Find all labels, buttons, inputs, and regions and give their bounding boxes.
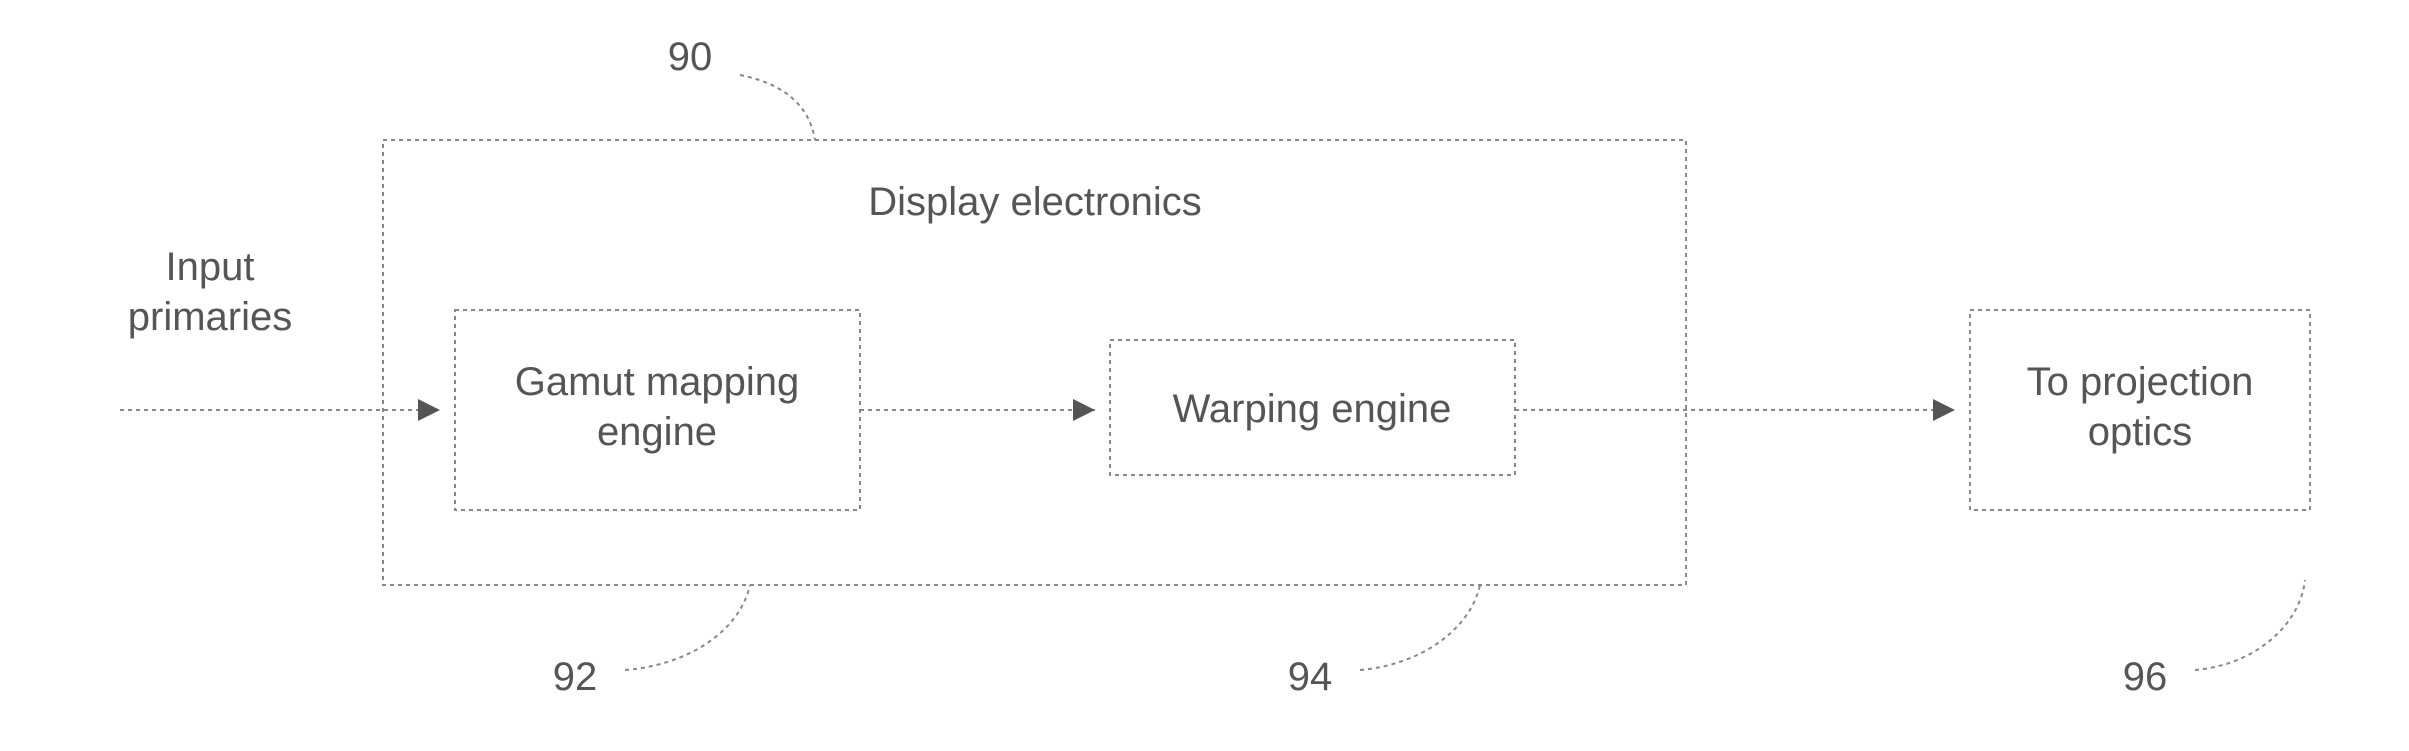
warping-engine-label: Warping engine (1173, 387, 1452, 431)
gamut-mapping-label: engine (597, 410, 717, 454)
arrow-to-projection-head (1933, 399, 1955, 421)
input-primaries-label: primaries (128, 295, 292, 339)
ref-96: 96 (2123, 655, 2168, 699)
input-primaries-label: Input (166, 245, 255, 289)
ref-94: 94 (1288, 655, 1333, 699)
ref-90: 90 (668, 35, 713, 79)
leader-96 (2195, 580, 2305, 670)
projection-optics-label: To projection (2027, 360, 2254, 404)
ref-92: 92 (553, 655, 598, 699)
leader-94 (1360, 585, 1480, 670)
projection-optics-label: optics (2088, 410, 2193, 454)
display-electronics-title: Display electronics (868, 180, 1201, 224)
leader-92 (625, 585, 750, 670)
gamut-mapping-label: Gamut mapping (515, 360, 800, 404)
arrow-input-head (418, 399, 440, 421)
arrow-gamut-to-warp-head (1073, 399, 1095, 421)
leader-90 (740, 75, 815, 140)
